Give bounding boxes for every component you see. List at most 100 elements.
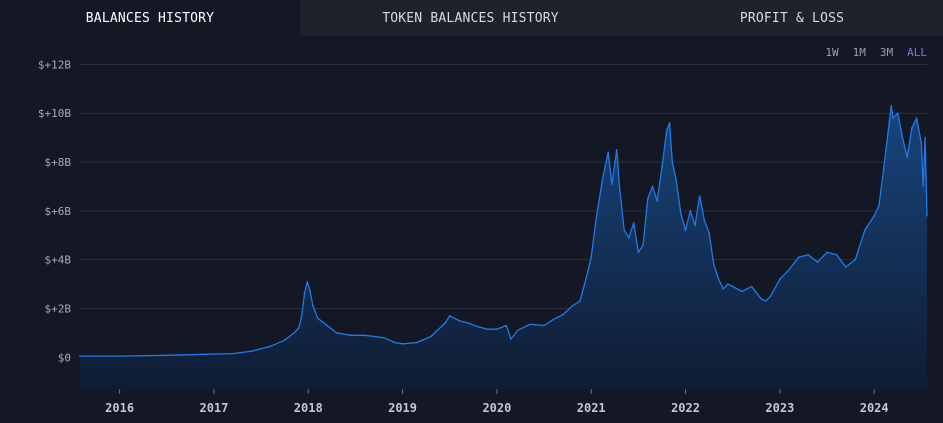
data-point: [906, 156, 908, 158]
data-point: [587, 268, 590, 271]
data-point: [926, 214, 928, 217]
data-point: [552, 318, 555, 321]
data-point: [717, 278, 720, 280]
data-point: [915, 117, 918, 119]
tab-balances-history[interactable]: BALANCES HISTORY: [0, 0, 300, 36]
data-point: [911, 127, 913, 129]
data-point: [231, 352, 234, 355]
x-tick-label: 2017: [199, 401, 228, 415]
data-point: [665, 129, 668, 132]
data-point: [845, 266, 847, 268]
data-point: [306, 280, 309, 283]
data-point: [250, 350, 253, 352]
data-point: [727, 283, 729, 285]
tab-token-balances-history[interactable]: TOKEN BALANCES HISTORY: [300, 0, 641, 36]
data-point: [477, 325, 479, 328]
data-point: [335, 332, 338, 334]
tab-bar: BALANCES HISTORY TOKEN BALANCES HISTORY …: [0, 0, 943, 36]
data-point: [300, 314, 303, 317]
data-point: [505, 324, 508, 327]
data-point: [394, 341, 396, 344]
data-point: [637, 251, 640, 254]
tab-profit-loss[interactable]: PROFIT & LOSS: [641, 0, 943, 36]
data-point: [401, 343, 404, 345]
data-point: [854, 258, 857, 261]
data-point: [618, 185, 621, 188]
data-point: [601, 178, 604, 180]
data-point: [486, 328, 489, 331]
y-tick-label: $+8B: [45, 156, 72, 169]
plot-area: [79, 105, 928, 390]
balance-area-fill: [80, 105, 927, 390]
data-point: [203, 353, 206, 356]
data-point: [165, 354, 168, 357]
data-point: [703, 219, 706, 222]
data-point: [797, 256, 800, 259]
data-point: [326, 324, 328, 327]
data-point: [415, 341, 418, 344]
x-tick-label: 2021: [577, 401, 606, 415]
data-point: [590, 256, 593, 259]
y-tick-label: $+10B: [38, 107, 71, 120]
data-point: [694, 224, 696, 227]
data-point: [298, 327, 300, 329]
data-point: [924, 136, 926, 139]
data-point: [750, 285, 753, 288]
data-point: [611, 183, 613, 185]
data-point: [769, 295, 772, 298]
data-point: [764, 300, 767, 302]
range-3m-button[interactable]: 3M: [879, 46, 894, 59]
data-point: [741, 290, 743, 293]
data-point: [896, 112, 899, 115]
data-point: [382, 336, 385, 339]
data-point: [583, 283, 586, 285]
data-point: [448, 314, 451, 317]
data-point: [79, 355, 81, 357]
data-point: [543, 324, 545, 327]
data-point: [458, 319, 460, 322]
data-point: [430, 335, 432, 338]
data-point: [713, 263, 715, 266]
data-point: [863, 229, 866, 232]
data-point: [496, 328, 498, 331]
data-point: [579, 300, 581, 302]
x-tick-label: 2018: [294, 401, 323, 415]
data-point: [760, 297, 762, 300]
data-point: [661, 166, 663, 168]
data-point: [595, 219, 597, 222]
range-1w-button[interactable]: 1W: [825, 46, 839, 59]
data-point: [316, 317, 319, 320]
data-point: [607, 151, 609, 154]
data-point: [349, 334, 352, 337]
y-tick-label: $+12B: [38, 58, 71, 71]
data-point: [642, 244, 644, 246]
data-point: [647, 197, 649, 200]
data-point: [816, 261, 819, 263]
data-point: [892, 117, 894, 119]
data-point: [656, 200, 659, 202]
data-point: [467, 322, 470, 324]
range-all-button[interactable]: ALL: [907, 46, 927, 59]
data-point: [887, 129, 890, 132]
y-tick-label: $+2B: [45, 302, 72, 315]
x-tick-label: 2023: [765, 401, 794, 415]
data-point: [651, 185, 654, 188]
data-point: [632, 222, 635, 224]
data-point: [689, 210, 692, 212]
data-point: [922, 185, 925, 188]
data-point: [615, 149, 618, 151]
data-point: [444, 322, 446, 324]
data-point: [562, 313, 564, 316]
data-point: [303, 293, 306, 295]
range-1m-button[interactable]: 1M: [852, 46, 866, 59]
data-point: [628, 236, 630, 239]
y-axis: $0 $+2B $+4B $+6B $+8B $+10B $+12B: [38, 58, 71, 364]
data-point: [675, 178, 677, 180]
data-point: [878, 205, 880, 207]
data-point: [516, 329, 519, 332]
data-point: [364, 334, 366, 337]
data-point: [571, 305, 574, 307]
data-point: [269, 345, 272, 348]
data-point: [680, 212, 682, 215]
